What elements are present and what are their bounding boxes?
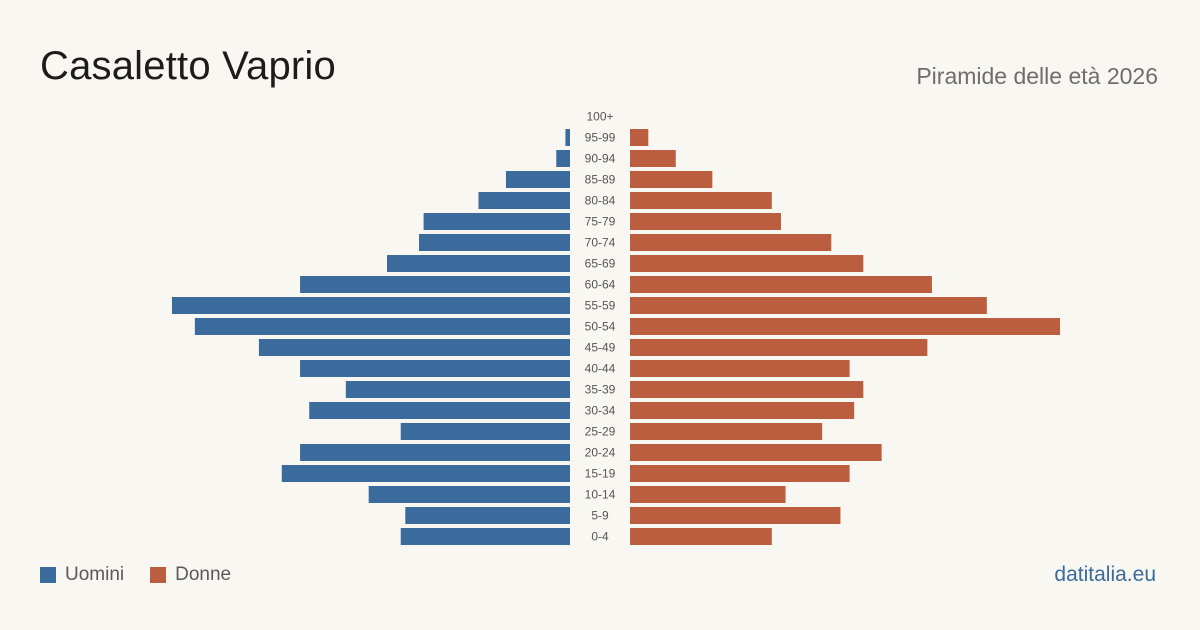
bar-women-25-29 <box>630 423 823 440</box>
age-label-30-34: 30-34 <box>585 404 616 418</box>
bar-men-90-94 <box>556 150 570 167</box>
bar-women-70-74 <box>630 234 832 251</box>
bar-men-30-34 <box>309 402 570 419</box>
bar-women-5-9 <box>630 507 841 524</box>
age-label-95-99: 95-99 <box>585 131 616 145</box>
bar-men-5-9 <box>405 507 570 524</box>
bar-women-55-59 <box>630 297 987 314</box>
age-label-60-64: 60-64 <box>585 278 616 292</box>
bar-women-40-44 <box>630 360 850 377</box>
bar-women-35-39 <box>630 381 864 398</box>
bar-women-60-64 <box>630 276 932 293</box>
age-label-90-94: 90-94 <box>585 152 616 166</box>
age-label-70-74: 70-74 <box>585 236 616 250</box>
bar-women-80-84 <box>630 192 772 209</box>
bar-women-65-69 <box>630 255 864 272</box>
bar-women-30-34 <box>630 402 855 419</box>
bar-women-95-99 <box>630 129 649 146</box>
age-label-40-44: 40-44 <box>585 362 616 376</box>
legend-swatch-men <box>40 567 56 583</box>
age-label-5-9: 5-9 <box>591 509 609 523</box>
age-label-15-19: 15-19 <box>585 467 616 481</box>
bar-men-95-99 <box>565 129 570 146</box>
age-label-0-4: 0-4 <box>591 530 609 544</box>
bar-men-45-49 <box>258 339 570 356</box>
bar-women-45-49 <box>630 339 928 356</box>
bar-men-35-39 <box>345 381 570 398</box>
bar-women-10-14 <box>630 486 786 503</box>
age-label-35-39: 35-39 <box>585 383 616 397</box>
bar-women-0-4 <box>630 528 772 545</box>
bar-men-85-89 <box>505 171 570 188</box>
age-label-85-89: 85-89 <box>585 173 616 187</box>
bar-women-85-89 <box>630 171 713 188</box>
age-label-45-49: 45-49 <box>585 341 616 355</box>
bar-men-75-79 <box>423 213 570 230</box>
bar-women-50-54 <box>630 318 1061 335</box>
age-label-55-59: 55-59 <box>585 299 616 313</box>
age-label-10-14: 10-14 <box>585 488 616 502</box>
age-label-50-54: 50-54 <box>585 320 616 334</box>
legend-swatch-women <box>150 567 167 583</box>
bar-women-75-79 <box>630 213 781 230</box>
bar-men-70-74 <box>419 234 570 251</box>
age-label-65-69: 65-69 <box>585 257 616 271</box>
bar-men-55-59 <box>171 297 570 314</box>
brand-link[interactable]: datitalia.eu <box>1054 563 1156 586</box>
legend-item-women: Donne <box>150 564 231 586</box>
bar-men-0-4 <box>400 528 570 545</box>
age-label-100+: 100+ <box>586 110 613 124</box>
bar-men-80-84 <box>478 192 570 209</box>
bar-men-15-19 <box>281 465 570 482</box>
chart-legend: Uomini Donne <box>40 564 257 586</box>
page-title: Casaletto Vaprio <box>40 44 336 88</box>
bar-men-50-54 <box>194 318 570 335</box>
bar-men-20-24 <box>300 444 570 461</box>
bar-men-65-69 <box>387 255 570 272</box>
bar-women-15-19 <box>630 465 850 482</box>
bar-men-60-64 <box>300 276 570 293</box>
bar-men-25-29 <box>400 423 570 440</box>
age-label-75-79: 75-79 <box>585 215 616 229</box>
legend-label-men: Uomini <box>65 564 125 585</box>
age-label-20-24: 20-24 <box>585 446 616 460</box>
age-label-80-84: 80-84 <box>585 194 616 208</box>
bar-men-40-44 <box>300 360 570 377</box>
chart-subtitle: Piramide delle età 2026 <box>916 63 1158 89</box>
age-label-25-29: 25-29 <box>585 425 616 439</box>
bar-women-20-24 <box>630 444 882 461</box>
bar-men-10-14 <box>368 486 570 503</box>
legend-item-men: Uomini <box>40 564 124 586</box>
legend-label-women: Donne <box>175 564 232 585</box>
bar-women-90-94 <box>630 150 676 167</box>
